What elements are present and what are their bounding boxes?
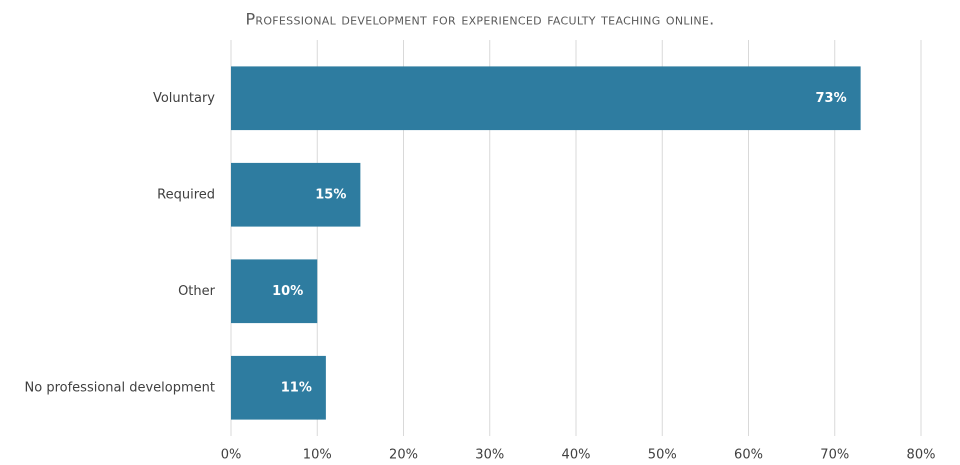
value-label: 15% (315, 187, 346, 202)
x-tick-label: 20% (389, 448, 418, 463)
x-tick-label: 10% (303, 448, 332, 463)
x-tick-label: 50% (648, 448, 677, 463)
value-label: 73% (816, 91, 847, 106)
bar (231, 162, 361, 227)
x-tick-label: 80% (907, 448, 936, 463)
y-tick-label: Other (178, 284, 216, 299)
y-tick-label: Required (157, 187, 215, 202)
y-tick-label: Voluntary (153, 91, 215, 106)
chart-title: Professional development for experienced… (245, 10, 714, 29)
bar (231, 259, 318, 324)
y-tick-label: No professional development (25, 380, 215, 395)
x-tick-label: 30% (475, 448, 504, 463)
x-tick-label: 40% (562, 448, 591, 463)
bar (231, 355, 326, 420)
bar (231, 66, 861, 131)
value-label: 10% (272, 284, 303, 299)
x-tick-label: 70% (820, 448, 849, 463)
value-label: 11% (281, 380, 312, 395)
x-tick-label: 60% (734, 448, 763, 463)
x-tick-label: 0% (221, 448, 242, 463)
